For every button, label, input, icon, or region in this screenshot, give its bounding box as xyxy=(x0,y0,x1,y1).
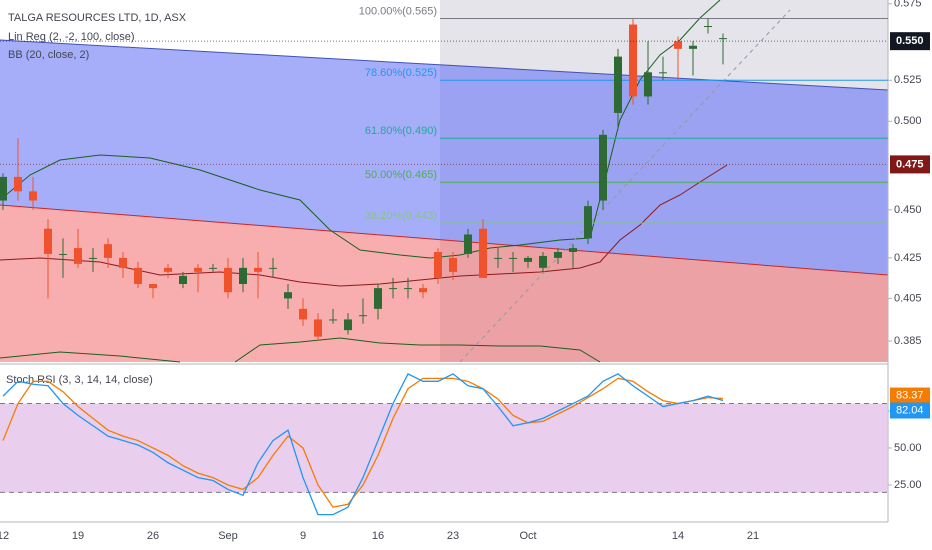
price-tag-label: 0.550 xyxy=(896,35,924,47)
candle-body xyxy=(524,257,532,262)
x-tick-label: 16 xyxy=(372,530,384,542)
candle-body xyxy=(464,234,472,254)
candle-body xyxy=(584,206,592,239)
candle-body xyxy=(689,45,697,49)
candle-body xyxy=(359,315,367,317)
candle-body xyxy=(239,267,247,285)
candle-body xyxy=(344,319,352,331)
bollinger-middle xyxy=(0,164,728,287)
y-tick-label: 0.500 xyxy=(894,115,922,127)
fib-level-label: 50.00%(0.465) xyxy=(365,169,437,181)
candle-body xyxy=(194,267,202,272)
regression-lower-channel xyxy=(0,205,888,362)
stoch-line xyxy=(2,377,724,508)
bollinger-lower-left xyxy=(0,351,181,363)
candle-body xyxy=(374,288,382,309)
candle-body xyxy=(134,267,142,285)
x-tick-label: 23 xyxy=(447,530,459,542)
candle-body xyxy=(284,292,292,299)
candle-body xyxy=(59,253,67,255)
x-tick-label: 21 xyxy=(747,530,759,542)
value-tag-label: 83.37 xyxy=(896,389,924,401)
candle-body xyxy=(389,288,397,290)
x-tick-label: 19 xyxy=(72,530,84,542)
bollinger-lower-right xyxy=(234,337,601,363)
candle-body xyxy=(224,267,232,293)
candle-body xyxy=(299,308,307,320)
candle-body xyxy=(449,257,457,272)
candle-body xyxy=(554,251,562,258)
candle-body xyxy=(569,248,577,252)
candle-body xyxy=(599,134,607,201)
x-tick-label: 12 xyxy=(0,530,9,542)
candle-body xyxy=(629,24,637,97)
candle-body xyxy=(104,244,112,258)
y-tick-label: 0.405 xyxy=(894,292,922,304)
fib-level-label: 78.60%(0.525) xyxy=(365,67,437,79)
candle-body xyxy=(539,255,547,268)
candle-body xyxy=(494,257,502,259)
fib-level-label: 61.80%(0.490) xyxy=(365,125,437,137)
candle-body xyxy=(644,72,652,97)
y-tick-label: 0.425 xyxy=(894,252,922,264)
candle-body xyxy=(119,257,127,268)
regression-upper-channel xyxy=(0,40,888,275)
candle-body xyxy=(254,267,262,272)
x-tick-label: 14 xyxy=(672,530,684,542)
candle-body xyxy=(149,284,157,289)
y-tick-label: 0.575 xyxy=(894,0,922,10)
fib-level-label: 100.00%(0.565) xyxy=(359,5,437,17)
value-tag xyxy=(890,387,930,404)
candle-body xyxy=(614,56,622,113)
candle-body xyxy=(704,26,712,28)
candle-body xyxy=(434,251,442,278)
candle-body xyxy=(29,191,37,201)
stoch-line xyxy=(2,373,724,516)
y-tick-label: 0.450 xyxy=(894,204,922,216)
y-tick-label: 0.385 xyxy=(894,335,922,347)
price-tag xyxy=(890,155,930,174)
candle-body xyxy=(659,72,667,74)
candle-body xyxy=(0,176,7,201)
candle-body xyxy=(164,267,172,272)
candle-body xyxy=(419,288,427,293)
y-tick-label: 25.00 xyxy=(894,479,922,491)
indicator-label: Lin Reg (2, -2, 100, close) xyxy=(8,31,135,43)
y-tick-label: 50.00 xyxy=(894,442,922,454)
price-tag-label: 0.475 xyxy=(896,158,924,170)
fib-trend-line xyxy=(459,9,791,363)
candle-body xyxy=(314,319,322,337)
candle-body xyxy=(269,267,277,269)
indicator-title: Stoch RSI (3, 3, 14, 14, close) xyxy=(6,374,153,386)
regression-mid-line xyxy=(0,204,889,276)
candle-body xyxy=(74,248,82,264)
indicator-label: BB (20, close, 2) xyxy=(8,49,89,61)
x-tick-label: 9 xyxy=(300,530,306,542)
x-tick-label: Sep xyxy=(218,530,238,542)
candle-body xyxy=(89,257,97,259)
candle-body xyxy=(179,275,187,285)
candle-body xyxy=(44,228,52,254)
candle-body xyxy=(209,267,217,269)
candle-body xyxy=(404,288,412,290)
candle-body xyxy=(329,319,337,321)
main-panel-background xyxy=(0,0,889,363)
candle-body xyxy=(719,38,727,40)
value-tag xyxy=(890,402,930,419)
candle-body xyxy=(14,176,22,192)
value-tag-label: 82.04 xyxy=(896,404,924,416)
chart-title: TALGA RESOURCES LTD, 1D, ASX xyxy=(8,12,187,24)
candle-body xyxy=(674,41,682,49)
y-tick-label: 0.525 xyxy=(894,74,922,86)
fib-level-label: 38.20%(0.443) xyxy=(365,210,437,222)
candle-body xyxy=(509,257,517,259)
bollinger-upper xyxy=(0,0,721,259)
regression-upper-line xyxy=(0,39,889,91)
x-tick-label: Oct xyxy=(519,530,536,542)
band-fill xyxy=(0,403,888,493)
x-tick-label: 26 xyxy=(147,530,159,542)
price-tag xyxy=(890,32,930,51)
candle-body xyxy=(479,228,487,278)
